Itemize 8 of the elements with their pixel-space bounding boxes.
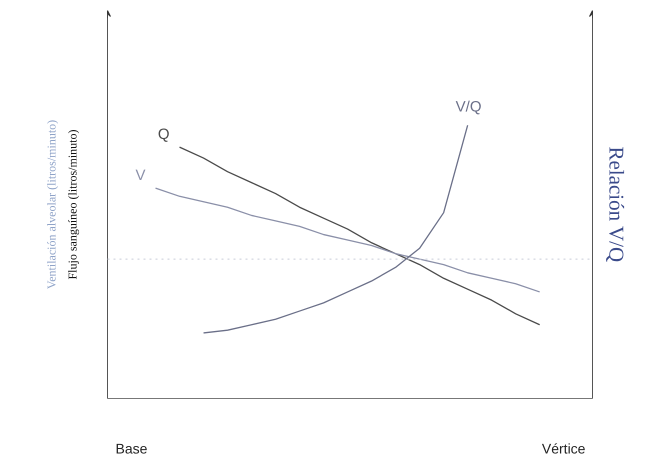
x-tick-label: Base xyxy=(116,440,148,456)
series-label: V/Q xyxy=(456,98,482,116)
y-axis-title: Flujo sanguíneo (litros/minuto) xyxy=(66,129,80,280)
y2-axis-title: Relación V/Q xyxy=(604,146,628,262)
series-label: V xyxy=(136,167,146,184)
x-tick-label: Vértice xyxy=(542,440,586,456)
text: Ventilación alveolar (litros/minuto) xyxy=(44,120,58,290)
series-label: Q xyxy=(158,126,170,144)
